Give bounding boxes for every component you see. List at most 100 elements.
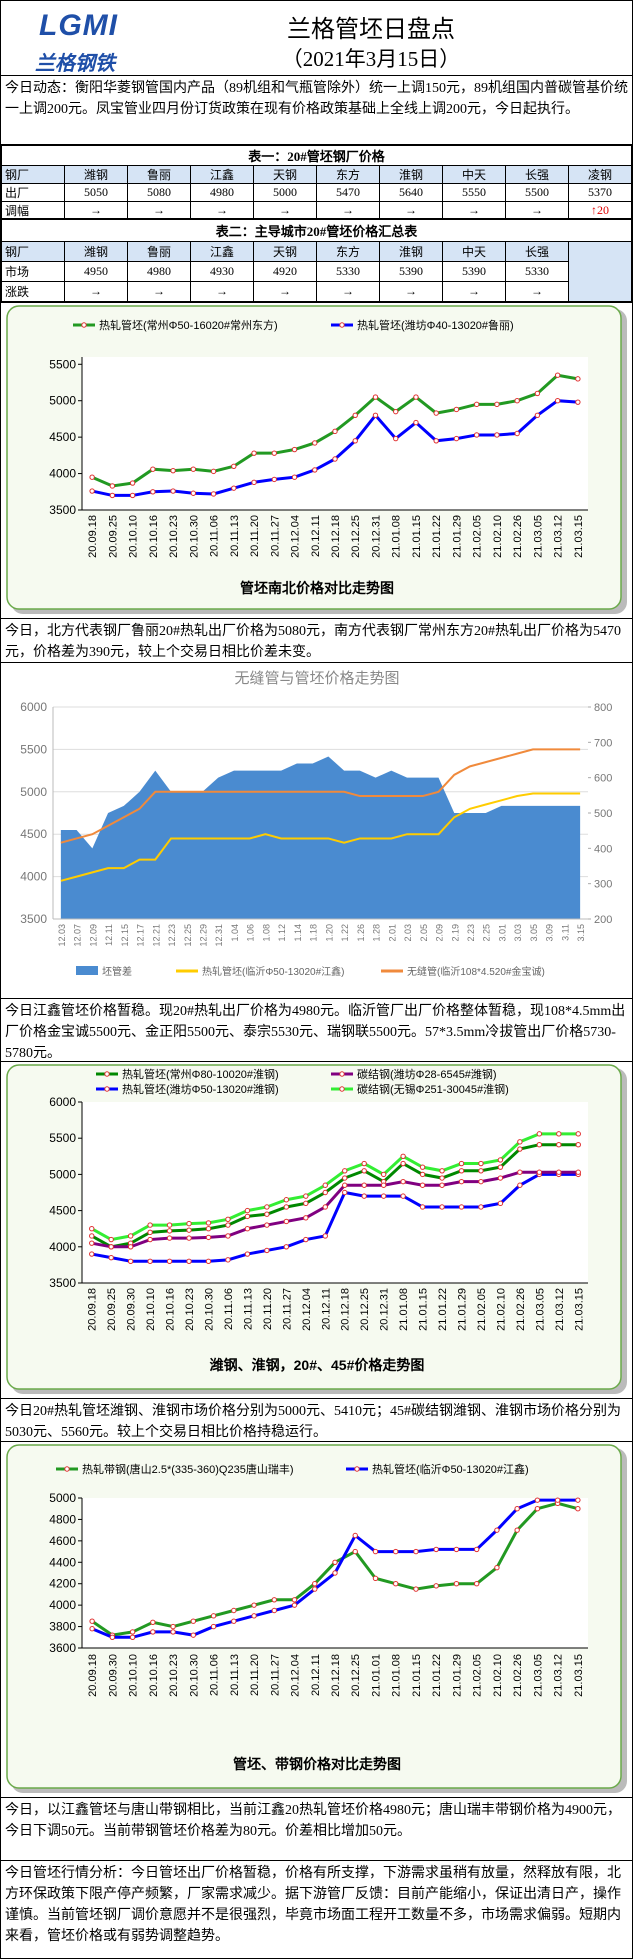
cell: → [253,201,317,218]
point [210,1623,217,1630]
x-tick-label: 20.11.06 [209,1654,221,1696]
x-tick-label: 20.12.31 [379,1288,391,1331]
point [271,450,277,456]
x-tick-label: 21.03.12 [554,1288,566,1331]
cell: 4930 [190,261,254,283]
point [271,1597,277,1603]
y-tick-label: 5000 [49,1491,76,1505]
point [108,1236,114,1243]
point [439,1168,445,1174]
legend-label: 热轧带钢(唐山2.5*(335-360)Q235唐山瑞丰) [82,1462,294,1476]
point [264,1204,270,1210]
cell: 5330 [316,261,380,283]
point [419,1182,426,1188]
x-tick-label: 20.11.13 [242,1288,254,1330]
x-tick-label: 2.25 [482,924,492,942]
chart: 潍钢、淮钢，20#、45#价格走势图 3500 4000 4500 5000 5500 60… [6,1064,627,1394]
point [186,1235,192,1241]
point [190,1632,197,1638]
cell: 市场 [1,261,65,283]
data-row: 调幅 → → → → → → → → ↑20 [1,201,632,218]
point [210,1613,217,1619]
point [517,1182,523,1188]
point [303,1193,309,1199]
y2-tick-label: 500 [594,808,612,820]
title: 兰格管坯日盘点 [287,17,455,43]
point [372,412,379,418]
y2-tick-label: 200 [594,914,612,926]
legend-marker [339,1071,345,1077]
point [303,1200,309,1207]
point [129,480,136,486]
chart-title: 无缝管与管坯价格走势图 [234,670,399,687]
point [109,483,116,489]
point [244,1207,251,1214]
x-tick-label: 21.01.08 [391,1654,403,1697]
cell: 5370 [568,183,632,202]
point [332,1570,338,1576]
x-tick-label: 21.01.15 [411,515,423,558]
point [264,1247,270,1254]
cell: 5470 [316,183,380,202]
point [291,1597,298,1603]
x-tick-label: 20.10.16 [165,1288,177,1331]
x-tick-label: 1.28 [372,924,382,942]
cell: 涨跌 [1,281,65,302]
point [439,1175,445,1181]
cell: 5050 [64,183,128,202]
x-tick-label: 20.09.18 [87,1288,99,1331]
point [291,1602,298,1608]
point [166,1235,173,1241]
paragraph: 今日，以江鑫管坯与唐山带钢相比，当前江鑫20热轧管坯价格4980元；唐山瑞丰带钢… [1,1798,632,1861]
point [575,376,581,382]
x-tick-label: 20.10.16 [148,515,160,558]
x-tick-label: 20.10.10 [128,1654,140,1697]
point [554,398,561,404]
data-row: 市场 4950 4980 4930 4920 5330 5390 5390 5330 [1,261,632,283]
cell: 5080 [127,183,191,202]
x-tick-label: 20.11.20 [249,515,261,557]
x-tick-label: 3.09 [545,924,555,942]
point [478,1178,484,1185]
y-tick-label: 5000 [20,785,47,799]
point [225,1216,231,1222]
cell: → [127,281,191,302]
point [108,1254,114,1261]
x-tick-label: 1.06 [246,924,256,942]
x-tick-label: 20.11.27 [269,515,281,557]
point [494,1527,500,1533]
date: （2021年3月15日） [281,47,461,71]
y-tick-label: 4500 [49,430,76,444]
paragraph: 今日江鑫管坯价格暂稳。现20#热轧出厂价格为4980元。临沂管厂出厂价格整体暂稳… [1,999,632,1062]
x-tick-label: 20.12.25 [350,515,362,558]
point [150,489,156,495]
point [575,1506,581,1512]
x-tick-label: 20.12.25 [350,1654,362,1697]
point [575,1142,581,1148]
cell: → [64,281,128,302]
y-tick-label: 4600 [49,1534,76,1548]
legend-marker [104,1071,110,1077]
x-tick-label: 21.01.22 [431,1654,443,1697]
header: LGMI 兰格钢铁 兰格管坯日盘点 （2021年3月15日） [1,1,632,76]
x-tick-label: 12.11 [104,924,114,946]
header-cell: 凌钢 [568,165,632,184]
x-tick-label: 12.15 [120,924,130,947]
plot-bg [82,1102,588,1283]
point [361,1168,367,1174]
point [478,1168,484,1174]
x-tick-label: 20.10.30 [204,1288,216,1331]
point [89,1251,95,1257]
point [536,1131,543,1137]
point [439,1204,445,1210]
point [244,1213,251,1220]
x-tick-label: 21.02.10 [492,515,504,558]
point [556,1131,562,1137]
line [90,1132,579,1242]
point [458,1160,465,1167]
x-tick-label: 21.02.10 [495,1288,507,1331]
cell: → [505,201,569,218]
filler-cell [568,241,632,302]
x-tick-label: 1.08 [261,924,271,942]
